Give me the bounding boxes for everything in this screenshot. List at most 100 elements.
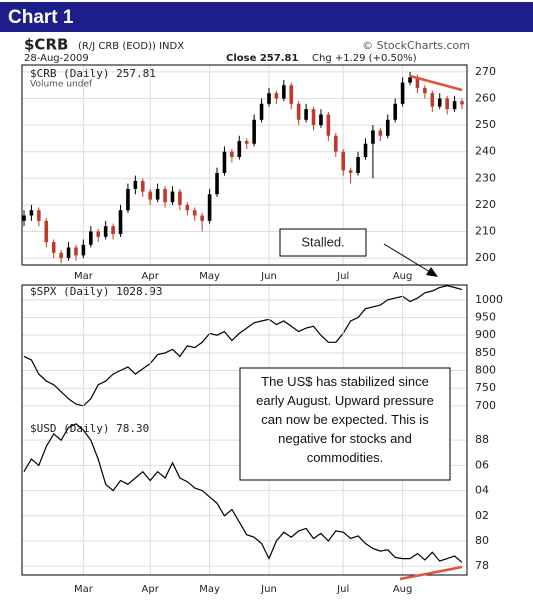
- x-tick-label: Aug: [393, 271, 413, 282]
- candle-body: [140, 180, 145, 192]
- x-tick-label: Jun: [260, 584, 277, 595]
- y-tick-label: 800: [475, 364, 496, 377]
- candle-body: [319, 114, 323, 126]
- candle-body: [44, 220, 49, 243]
- y-tick-label: 260: [475, 92, 496, 105]
- y-tick-label: 750: [475, 381, 496, 394]
- arrow: [383, 243, 431, 273]
- y-tick-label: 1000: [475, 293, 503, 306]
- candle-body: [408, 77, 412, 83]
- candle-body: [96, 231, 101, 237]
- candle-body: [59, 252, 63, 259]
- y-tick-label: 80: [475, 534, 489, 547]
- candle-body: [430, 93, 435, 107]
- description: (R/J CRB (EOD)) INDX: [78, 41, 184, 52]
- candle-body: [89, 231, 93, 245]
- candle-body: [22, 215, 26, 221]
- candle-body: [200, 215, 204, 221]
- candle-body: [126, 188, 130, 211]
- candle-body: [437, 98, 442, 107]
- candle-body: [296, 103, 301, 120]
- panel-frame: [21, 284, 468, 576]
- candle-body: [133, 180, 138, 189]
- candle-body: [230, 151, 234, 158]
- y-tick-label: 200: [475, 251, 496, 264]
- candle-body: [400, 82, 405, 104]
- candle-body: [460, 101, 464, 105]
- candle-body: [74, 247, 78, 256]
- x-tick-label: May: [199, 271, 220, 282]
- y-tick-label: 78: [475, 559, 489, 572]
- y-tick-label: 230: [475, 171, 496, 184]
- price-line: [23, 285, 463, 407]
- x-tick-label: Jul: [336, 271, 349, 282]
- candle-body: [29, 210, 34, 216]
- candle-body: [393, 103, 397, 120]
- candle-body: [289, 85, 294, 104]
- candle-body: [259, 103, 264, 120]
- candle-body: [185, 204, 190, 211]
- arrow-head: [426, 267, 438, 277]
- y-tick-label: 700: [475, 399, 496, 412]
- x-tick-label: Mar: [74, 584, 94, 595]
- callout-text: Stalled.: [301, 234, 344, 249]
- candle-body: [282, 85, 286, 99]
- candle-body: [356, 157, 360, 173]
- candle-body: [378, 130, 383, 136]
- x-tick-label: Jul: [336, 584, 349, 595]
- candle-body: [148, 191, 153, 200]
- candle-body: [333, 135, 338, 152]
- x-tick-label: Jun: [260, 271, 277, 282]
- y-tick-label: 88: [475, 433, 489, 446]
- panel-frame: [21, 64, 468, 266]
- candle-body: [215, 172, 219, 195]
- close: Close 257.81: [226, 53, 298, 64]
- y-tick-label: 240: [475, 145, 496, 158]
- y-tick-label: 850: [475, 346, 496, 359]
- candle-body: [341, 151, 346, 171]
- page-title: Chart 1: [8, 7, 74, 28]
- candle-body: [326, 114, 331, 136]
- candle-body: [207, 194, 212, 221]
- candle-body: [37, 210, 41, 221]
- source: © StockCharts.com: [362, 39, 470, 52]
- legend: $USD (Daily) 78.30: [30, 422, 149, 435]
- x-tick-label: Apr: [142, 271, 160, 282]
- candle-body: [103, 226, 108, 237]
- symbol: $CRB: [24, 36, 68, 54]
- legend: Volume undef: [30, 80, 93, 90]
- y-tick-label: 06: [475, 458, 489, 471]
- legend: $CRB (Daily) 257.81: [30, 67, 156, 80]
- candle-body: [163, 188, 167, 203]
- candle-body: [452, 101, 457, 110]
- candle-body: [445, 98, 449, 110]
- price-line: [23, 423, 463, 563]
- y-tick-label: 02: [475, 509, 489, 522]
- y-tick-label: 270: [475, 65, 496, 78]
- trend-line: [399, 565, 463, 581]
- candle-body: [274, 93, 279, 99]
- y-tick-label: 250: [475, 118, 496, 131]
- x-tick-label: May: [199, 584, 220, 595]
- candle-body: [304, 109, 308, 120]
- x-tick-label: Apr: [142, 584, 160, 595]
- change: Chg +1.29 (+0.50%): [312, 53, 417, 64]
- note-box: [239, 367, 451, 481]
- candle-body: [51, 242, 56, 253]
- candle-body: [222, 151, 227, 173]
- candle-body: [170, 191, 175, 203]
- candle-body: [244, 141, 249, 144]
- candle-body: [252, 119, 256, 144]
- candle-body: [178, 191, 182, 205]
- candle-body: [267, 93, 271, 104]
- candle-body: [155, 188, 160, 200]
- legend: $SPX (Daily) 1028.93: [30, 285, 162, 298]
- candle-body: [363, 143, 368, 158]
- plots: Mar Apr May Jun Jul Aug 200 210 220 230 240 250 260 2…: [22, 65, 503, 595]
- candle-body: [371, 130, 375, 144]
- y-tick-label: 210: [475, 224, 496, 237]
- trend-line: [409, 74, 463, 92]
- note-text: The US$ has stabilized since early Augus…: [256, 374, 434, 465]
- x-tick-label: Aug: [393, 584, 413, 595]
